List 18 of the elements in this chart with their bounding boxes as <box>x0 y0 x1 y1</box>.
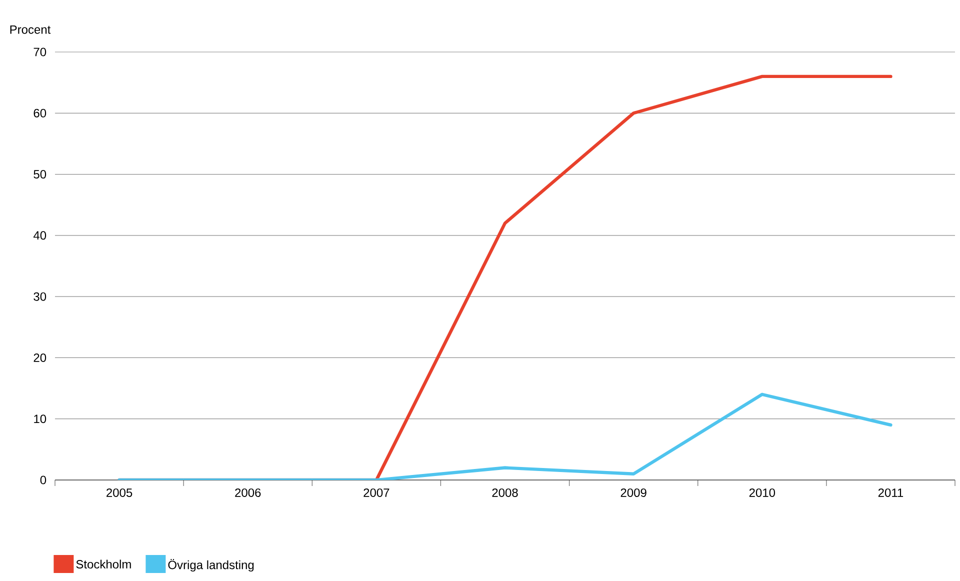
y-tick-label: 10 <box>34 414 46 424</box>
y-axis-title: Procent <box>10 25 51 34</box>
y-tick-label: 70 <box>34 48 46 56</box>
x-tick-label: 2005 <box>106 488 132 497</box>
legend-label: Övriga landsting <box>168 559 254 572</box>
y-tick-label: 60 <box>34 108 46 118</box>
y-tick-label: 30 <box>34 292 46 301</box>
x-tick-label: 2006 <box>235 488 261 497</box>
legend-label: Stockholm <box>76 560 131 569</box>
x-tick-label: 2008 <box>492 488 518 497</box>
y-tick-label: 40 <box>33 231 46 240</box>
x-tick-label: 2011 <box>878 488 904 497</box>
x-tick-label: 2010 <box>749 488 776 497</box>
x-tick-label: 2007 <box>364 488 390 497</box>
x-tick-label: 2009 <box>620 488 646 497</box>
y-tick-label: 50 <box>34 170 46 179</box>
y-tick-label: 20 <box>34 353 46 362</box>
y-tick-label: 0 <box>40 476 46 484</box>
